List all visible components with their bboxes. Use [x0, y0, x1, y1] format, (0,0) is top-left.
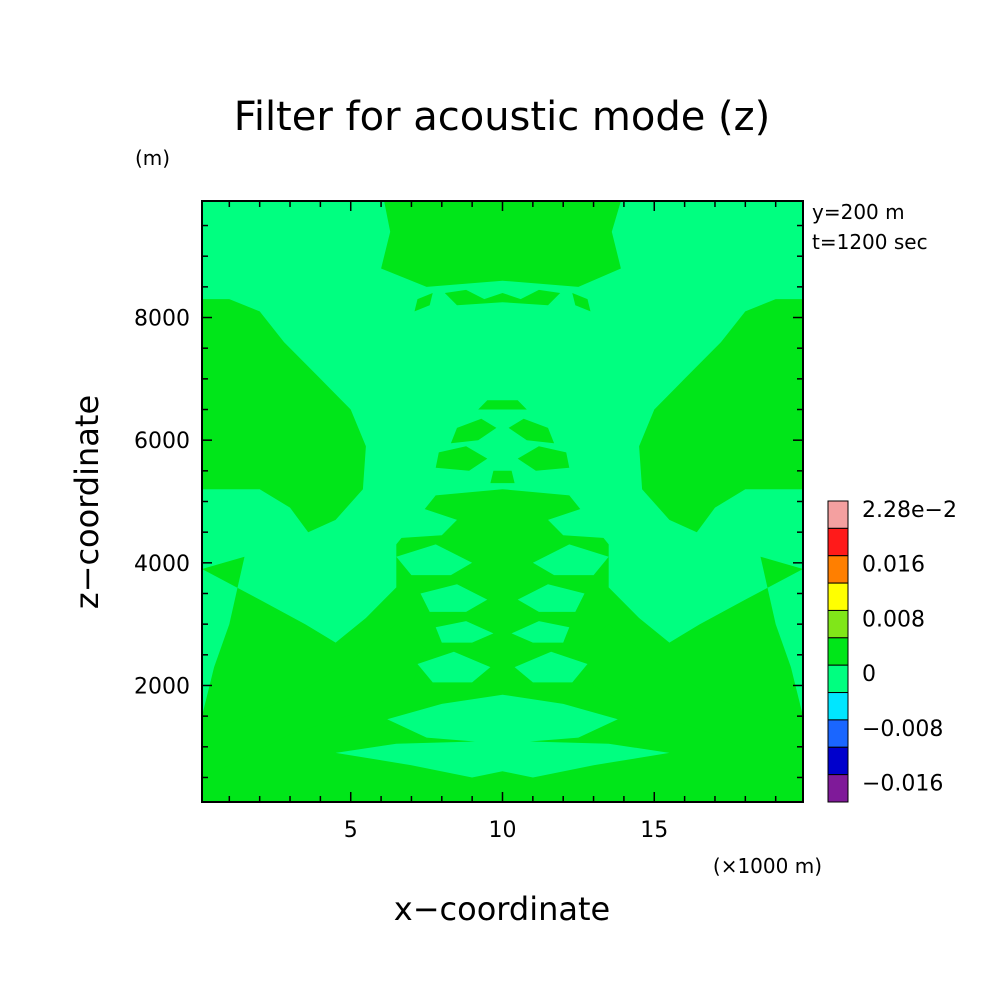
colorbar-swatch: [827, 555, 849, 584]
positive-region-right-lobe: [639, 299, 803, 533]
y-axis-label: z−coordinate: [68, 395, 106, 609]
colorbar-swatch: [827, 692, 849, 721]
x-tick-label: 15: [640, 818, 668, 843]
colorbar-label: 0: [862, 662, 876, 687]
colorbar-swatch: [827, 637, 849, 666]
positive-blob-blob-8: [414, 293, 433, 312]
background-island-core-right-1: [548, 504, 640, 539]
chart-title: Filter for acoustic mode (z): [234, 94, 771, 140]
axis-ticks: 5 10 15 2000 4000 6000 8000: [134, 201, 803, 843]
background-island-core-left-1: [365, 504, 457, 539]
background-island-core-left-4: [435, 621, 494, 643]
colorbar-label: 0.008: [862, 607, 925, 632]
colorbar-label: −0.016: [862, 772, 943, 797]
positive-blob-blob-6: [490, 470, 515, 484]
positive-region-side-ridge-right: [578, 624, 803, 778]
plot-area: 5 10 15 2000 4000 6000 8000: [134, 200, 804, 843]
x-tick-label: 10: [489, 818, 517, 843]
background-island-core-left-3: [420, 584, 488, 612]
y-tick-label: 6000: [134, 429, 190, 454]
colorbar-swatch: [827, 774, 849, 803]
background-island-core-right-4: [511, 621, 570, 643]
y-tick-label: 4000: [134, 552, 190, 577]
colorbar-swatch: [827, 582, 849, 611]
positive-blob-blob-4: [435, 446, 488, 471]
background-island-core-left-2: [396, 544, 473, 576]
background-island-core-right-2: [532, 544, 609, 576]
colorbar-swatch: [827, 664, 849, 694]
colorbar-label: 0.016: [862, 553, 925, 578]
background-island-core-base: [335, 740, 670, 778]
colorbar-swatch: [827, 746, 849, 776]
annotation-y: y=200 m: [812, 200, 905, 224]
colorbar-swatch: [827, 719, 849, 748]
positive-region-left-lobe: [202, 299, 366, 533]
colorbar-label: −0.008: [862, 717, 943, 742]
positive-blob-blob-3: [508, 418, 555, 444]
positive-region-top-plume: [381, 201, 621, 287]
colorbar-swatch: [827, 609, 849, 639]
y-tick-label: 2000: [134, 674, 190, 699]
background-island-core-left-5: [417, 651, 491, 683]
positive-blob-blob-9: [572, 293, 591, 312]
y-tick-label: 8000: [134, 307, 190, 332]
positive-region-side-ridge-left: [202, 624, 427, 778]
background-island-core-right-3: [517, 584, 585, 612]
x-axis-label: x−coordinate: [394, 890, 610, 928]
x-tick-label: 5: [344, 818, 358, 843]
x-unit-label: (×1000 m): [713, 854, 822, 878]
positive-blob-blob-2: [450, 418, 497, 444]
colorbar-swatch: [827, 527, 849, 557]
colorbar: 2.28e−2 0.016 0.008 0 −0.008 −0.016: [827, 498, 957, 803]
positive-blob-blob-7: [444, 289, 561, 306]
contour-regions: [202, 201, 803, 802]
colorbar-label: 2.28e−2: [862, 498, 957, 523]
positive-region-lower-mass: [202, 489, 803, 802]
background-island-core-bottom: [387, 694, 618, 744]
annotation-t: t=1200 sec: [812, 230, 928, 254]
y-unit-label: (m): [135, 146, 170, 170]
positive-blob-blob-1: [478, 400, 527, 410]
background-island-core-right-5: [514, 651, 588, 683]
colorbar-swatch: [827, 500, 849, 529]
positive-blob-blob-5: [517, 446, 570, 471]
